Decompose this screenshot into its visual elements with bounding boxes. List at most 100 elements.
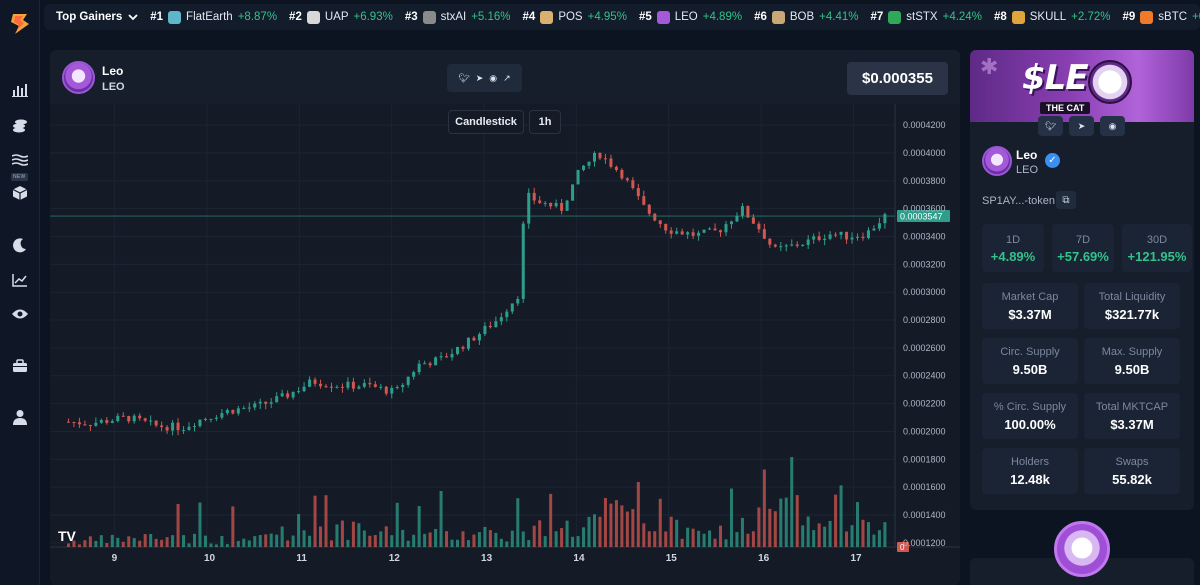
- volume-bar: [220, 535, 224, 547]
- ticker-item[interactable]: #8 SKULL +2.72%: [994, 10, 1111, 24]
- ticker-item[interactable]: #6 BOB +4.41%: [754, 10, 859, 24]
- token-banner: ✱ $LEO THE CAT: [970, 50, 1194, 122]
- volume-bar: [83, 540, 87, 547]
- coins-stack-icon[interactable]: [10, 116, 30, 136]
- chart-bars-icon[interactable]: [10, 80, 30, 100]
- ticker-change: +4.41%: [819, 11, 859, 23]
- trend-chart-icon[interactable]: [10, 270, 30, 290]
- chart-type-button[interactable]: Candlestick: [448, 110, 524, 134]
- perf-30d: 30D +121.95%: [1122, 224, 1192, 272]
- candle-body: [456, 346, 460, 354]
- waves-icon[interactable]: [10, 150, 30, 170]
- candle-body: [631, 180, 635, 189]
- volume-bar: [768, 508, 772, 547]
- candle-body: [839, 231, 843, 235]
- profile-name: Leo: [1016, 148, 1038, 162]
- candle-body: [724, 224, 728, 233]
- app-logo-icon[interactable]: [9, 12, 31, 36]
- y-tick-label: 0.0001600: [903, 482, 946, 492]
- volume-bar: [691, 528, 695, 547]
- candle-body: [823, 238, 827, 241]
- volume-bar: [521, 531, 525, 547]
- volume-bar: [532, 525, 536, 547]
- candle-body: [94, 422, 98, 426]
- candle-body: [176, 422, 180, 431]
- volume-bar: [138, 540, 142, 547]
- token-info-panel: ✱ $LEO THE CAT 🐦︎ ➤ ◉ Leo ✓ LEO SP1AY...…: [970, 50, 1194, 510]
- large-token-avatar[interactable]: [1054, 521, 1110, 577]
- ticker-item[interactable]: #5 LEO +4.89%: [639, 10, 742, 24]
- volume-bar: [653, 531, 657, 547]
- ticker-item[interactable]: #7 stSTX +4.24%: [871, 10, 982, 24]
- price-chart-area[interactable]: [50, 104, 960, 585]
- moon-icon[interactable]: [10, 235, 30, 255]
- volume-bar: [297, 513, 301, 547]
- ticker-item[interactable]: #2 UAP +6.93%: [289, 10, 393, 24]
- new-badge: NEW: [11, 173, 28, 181]
- candle-body: [598, 152, 602, 159]
- candle-body: [198, 419, 202, 427]
- stat-value: $3.37M: [1008, 307, 1052, 322]
- x-tick-label: 11: [296, 553, 307, 564]
- volume-bar: [636, 482, 640, 547]
- candle-body: [521, 223, 525, 299]
- candle-body: [264, 401, 268, 404]
- candlestick-chart[interactable]: 0.0003547 0 0.0004200 0.0004000 0.0003800 0.0…: [50, 104, 960, 585]
- external-link-icon[interactable]: ↗: [503, 72, 511, 83]
- twitter-icon[interactable]: 🐦︎: [458, 72, 470, 83]
- volume-bar: [527, 540, 531, 547]
- interval-button[interactable]: 1h: [529, 110, 561, 134]
- ticker-item[interactable]: #1 FlatEarth +8.87%: [150, 10, 277, 24]
- volume-bar: [779, 498, 783, 547]
- copy-icon[interactable]: ⧉: [1056, 191, 1076, 209]
- x-tick-label: 10: [204, 553, 216, 564]
- candle-body: [308, 379, 312, 387]
- candle-body: [702, 229, 706, 233]
- volume-bar: [362, 530, 366, 547]
- volume-bar: [549, 493, 553, 547]
- ticker-item[interactable]: #4 POS +4.95%: [523, 10, 627, 24]
- candle-body: [373, 384, 377, 387]
- volume-bar: [669, 516, 673, 547]
- x-tick-label: 16: [758, 553, 770, 564]
- discord-icon[interactable]: ◉: [489, 72, 498, 83]
- volume-bar: [203, 535, 207, 547]
- cube-icon[interactable]: [10, 183, 30, 203]
- candle-body: [845, 231, 849, 240]
- candle-body: [532, 192, 536, 201]
- volume-bar: [477, 532, 481, 547]
- volume-bar: [861, 519, 865, 547]
- telegram-icon[interactable]: ➤: [475, 72, 484, 83]
- user-icon[interactable]: [10, 407, 30, 427]
- perf-value: +121.95%: [1127, 249, 1187, 264]
- x-tick-label: 17: [850, 553, 862, 564]
- candle-body: [855, 236, 860, 238]
- token-name: Leo: [102, 64, 124, 78]
- volume-bar: [379, 531, 383, 547]
- ticker-symbol: POS: [558, 11, 583, 23]
- candle-body: [488, 325, 492, 328]
- volume-bar: [631, 509, 635, 547]
- twitter-icon[interactable]: 🐦︎: [1038, 116, 1063, 136]
- candle-body: [220, 413, 224, 418]
- ticker-item[interactable]: #9 sBTC +0.62%: [1123, 10, 1200, 24]
- social-links: 🐦︎ ➤ ◉ ↗: [447, 64, 522, 92]
- discord-icon[interactable]: ◉: [1100, 116, 1125, 136]
- candle-body: [132, 415, 136, 422]
- telegram-icon[interactable]: ➤: [1069, 116, 1094, 136]
- token-logo-icon: [888, 10, 902, 24]
- candle-body: [801, 244, 805, 246]
- top-gainers-dropdown[interactable]: Top Gainers: [56, 11, 138, 23]
- candle-body: [401, 384, 405, 388]
- candle-body: [680, 231, 684, 235]
- ticker-item[interactable]: #3 stxAI +5.16%: [405, 10, 511, 24]
- candle-body: [757, 223, 761, 230]
- x-tick-label: 9: [112, 553, 118, 564]
- briefcase-icon[interactable]: [10, 356, 30, 376]
- candle-body: [620, 170, 624, 179]
- eye-icon[interactable]: [10, 304, 30, 324]
- candle-body: [592, 152, 597, 162]
- volume-bar: [428, 532, 432, 547]
- volume-bar: [214, 544, 218, 547]
- candle-body: [729, 221, 733, 225]
